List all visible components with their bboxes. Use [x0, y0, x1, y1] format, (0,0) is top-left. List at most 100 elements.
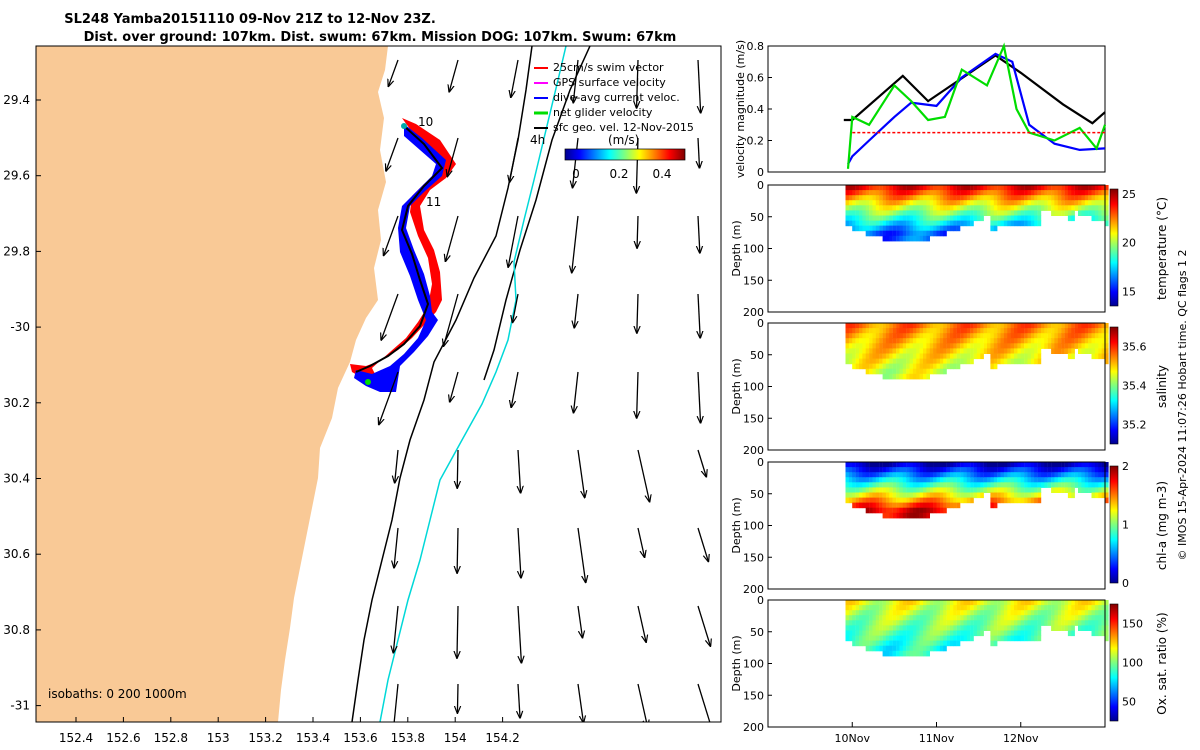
- section-cell: [899, 600, 903, 606]
- section-cell: [1037, 215, 1042, 222]
- section-cell: [956, 328, 961, 334]
- section-cell: [1000, 205, 1005, 211]
- section-cell: [896, 363, 900, 370]
- section-cell: [1054, 482, 1058, 488]
- section-cell: [1030, 220, 1035, 227]
- section-cell: [987, 328, 991, 334]
- section-cell: [1041, 338, 1045, 344]
- section-cell: [899, 358, 903, 365]
- section-cell: [923, 190, 927, 196]
- section-cell: [953, 462, 957, 468]
- section-cell: [899, 328, 903, 334]
- velocity-y-tick-label: 0: [757, 166, 764, 179]
- section-cell: [950, 185, 954, 191]
- section-cell: [1074, 467, 1079, 473]
- section-cell: [1024, 610, 1028, 616]
- isobath-200m-b: [483, 46, 591, 381]
- section-cell: [1030, 215, 1035, 222]
- section-cell: [1101, 615, 1106, 621]
- section-cell: [1003, 620, 1008, 626]
- section-colorbar-tick: 50: [1122, 696, 1136, 709]
- section-cell: [882, 620, 887, 626]
- section-cell: [852, 467, 856, 473]
- section-cell: [960, 190, 964, 196]
- section-cell: [896, 368, 900, 375]
- section-cell: [956, 482, 961, 488]
- section-cell: [875, 200, 880, 206]
- section-cell: [1071, 185, 1075, 191]
- annotation-4h: 4h: [530, 133, 545, 147]
- section-cell: [1027, 630, 1032, 637]
- section-cell: [899, 230, 903, 237]
- map-y-tick-label: 30.8: [3, 623, 30, 637]
- section-cell: [936, 620, 941, 626]
- section-cell: [906, 620, 910, 626]
- section-cell: [993, 487, 998, 493]
- section-cell: [943, 368, 947, 375]
- section-cell: [899, 333, 903, 339]
- section-cell: [1071, 620, 1075, 626]
- section-cell: [933, 200, 937, 206]
- section-cell: [879, 625, 883, 631]
- section-cell: [1051, 185, 1055, 191]
- section-cell: [906, 230, 910, 237]
- section-cell: [1041, 343, 1045, 349]
- section-cell: [872, 328, 877, 334]
- section-cell: [963, 190, 968, 196]
- section-cell: [956, 185, 961, 191]
- section-cell: [1030, 477, 1035, 483]
- section-cell: [1074, 328, 1079, 334]
- section-cell: [976, 477, 981, 483]
- section-cell: [1027, 625, 1032, 631]
- section-cell: [869, 462, 873, 468]
- section-cell: [902, 210, 907, 216]
- section-cell: [923, 235, 927, 242]
- section-cell: [1094, 477, 1099, 483]
- section-cell: [916, 333, 920, 339]
- section-cell: [1000, 620, 1005, 626]
- section-cell: [970, 620, 974, 626]
- section-cell: [1000, 190, 1005, 196]
- section-cell: [946, 333, 951, 339]
- section-cell: [859, 605, 863, 611]
- section-cell: [899, 363, 903, 370]
- section-cell: [1061, 323, 1065, 329]
- section-cell: [926, 600, 930, 606]
- section-colorbar-tick: 20: [1122, 237, 1136, 250]
- section-cell: [929, 620, 934, 626]
- section-cell: [909, 328, 914, 334]
- section-cell: [896, 615, 900, 621]
- section-cell: [1081, 343, 1085, 349]
- section-cell: [848, 620, 853, 626]
- section-cell: [987, 467, 991, 473]
- section-cell: [970, 195, 974, 201]
- section-cell: [909, 185, 914, 191]
- section-cell: [862, 625, 866, 631]
- section-cell: [987, 323, 991, 329]
- section-cell: [1105, 210, 1109, 216]
- section-cell: [902, 625, 907, 631]
- section-cell: [1064, 343, 1069, 349]
- section-cell: [892, 477, 897, 483]
- section-cell: [1084, 472, 1089, 478]
- section-cell: [872, 462, 877, 468]
- section-cell: [1041, 185, 1045, 191]
- map-x-tick-label: 153: [207, 731, 230, 745]
- section-cell: [875, 630, 880, 637]
- section-cell: [993, 338, 998, 344]
- section-cell: [1091, 200, 1096, 206]
- section-cell: [1020, 487, 1025, 493]
- section-cell: [916, 482, 920, 488]
- section-cell: [1078, 185, 1082, 191]
- section-cell: [923, 200, 927, 206]
- section-cell: [1054, 487, 1058, 493]
- section-cell: [896, 348, 900, 354]
- section-cell: [865, 215, 870, 222]
- section-cell: [1007, 358, 1011, 365]
- section-cell: [1041, 190, 1045, 196]
- section-cell: [993, 220, 998, 227]
- section-cell: [859, 328, 863, 334]
- section-cell: [929, 200, 934, 206]
- time-tick-label: 12Nov: [1003, 732, 1039, 745]
- section-cell: [909, 190, 914, 196]
